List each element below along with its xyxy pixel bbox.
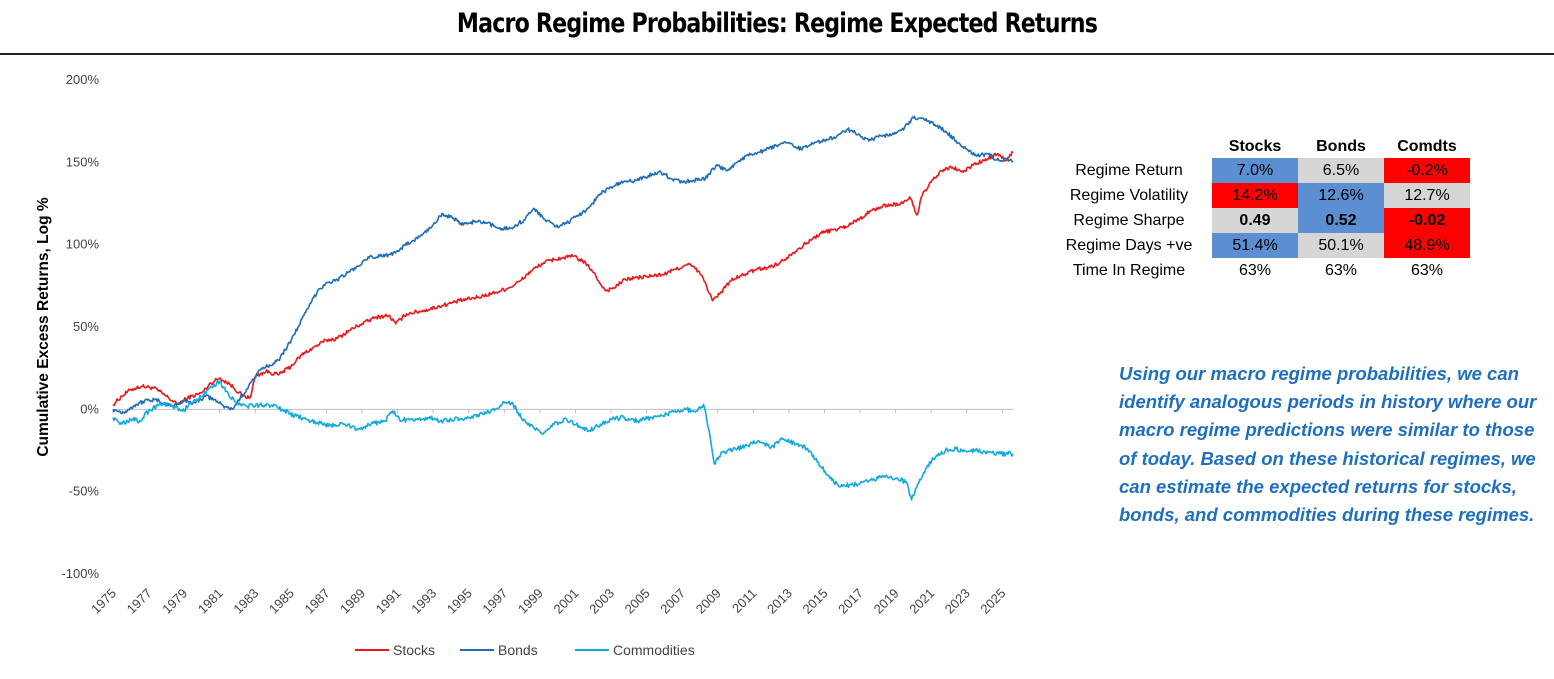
- row-label: Regime Volatility: [1069, 186, 1189, 204]
- x-tick-label: 2005: [622, 586, 653, 617]
- x-tick-label: 1977: [124, 586, 155, 617]
- y-tick-label: -50%: [69, 484, 100, 499]
- x-tick-label: 1981: [195, 586, 226, 617]
- x-tick-label: 1987: [302, 586, 333, 617]
- regime-stats-table: Stocks Bonds Comdts Regime Return 7.0% 6…: [1046, 136, 1470, 283]
- x-tick-label: 1999: [515, 586, 546, 617]
- legend-label: Stocks: [393, 642, 435, 658]
- series-line-bonds: [112, 115, 1014, 415]
- y-tick-label: 200%: [66, 72, 100, 87]
- x-tick-label: 2003: [586, 586, 617, 617]
- y-tick-label: 150%: [66, 154, 100, 169]
- x-tick-label: 2011: [729, 586, 759, 616]
- table-corner: [1046, 136, 1212, 158]
- table-cell: 7.0%: [1212, 158, 1298, 183]
- x-tick-label: 2017: [835, 586, 866, 617]
- x-tick-label: 2009: [693, 586, 724, 617]
- x-tick-label: 1997: [479, 586, 510, 617]
- x-tick-label: 2013: [764, 586, 795, 617]
- title-divider: [0, 53, 1554, 55]
- table-cell: 63%: [1298, 258, 1384, 283]
- y-axis-label: Cumulative Excess Returns, Log %: [35, 197, 52, 456]
- y-tick-label: 0%: [80, 401, 99, 416]
- table-cell: 6.5%: [1298, 158, 1384, 183]
- x-tick-label: 1991: [373, 586, 404, 617]
- table-cell: 51.4%: [1212, 233, 1298, 258]
- table-row: Time In Regime 63% 63% 63%: [1046, 258, 1470, 283]
- table-header-row: Stocks Bonds Comdts: [1046, 136, 1470, 158]
- x-tick-label: 1995: [444, 586, 475, 617]
- series-line-commodities: [112, 379, 1014, 501]
- table-row: Regime Volatility 14.2% 12.6% 12.7%: [1046, 183, 1470, 208]
- table-row: Regime Return 7.0% 6.5% -0.2%: [1046, 158, 1470, 183]
- table-cell: 0.52: [1298, 208, 1384, 233]
- table-cell: 14.2%: [1212, 183, 1298, 208]
- row-label: Regime Return: [1075, 161, 1183, 179]
- row-label: Time In Regime: [1072, 261, 1186, 279]
- x-tick-label: 2007: [657, 586, 688, 617]
- y-tick-label: 100%: [66, 237, 100, 252]
- table-cell: 63%: [1212, 258, 1298, 283]
- x-tick-label: 2021: [906, 586, 937, 617]
- table-row: Regime Days +ve 51.4% 50.1% 48.9%: [1046, 233, 1470, 258]
- x-tick-label: 2025: [977, 586, 1008, 617]
- legend-label: Bonds: [498, 642, 538, 658]
- table-cell: 63%: [1384, 258, 1470, 283]
- x-tick-label: 2019: [871, 586, 902, 617]
- table-cell: 12.6%: [1298, 183, 1384, 208]
- table-cell: 48.9%: [1384, 233, 1470, 258]
- col-header-stocks: Stocks: [1228, 138, 1282, 155]
- x-tick-label: 2023: [942, 586, 973, 617]
- chart-title: Macro Regime Probabilities: Regime Expec…: [456, 8, 1098, 39]
- table-cell: 50.1%: [1298, 233, 1384, 258]
- x-tick-label: 1993: [408, 586, 439, 617]
- x-tick-label: 1989: [337, 586, 368, 617]
- x-tick-label: 1979: [159, 586, 190, 617]
- x-tick-label: 2001: [551, 586, 582, 617]
- x-tick-label: 1975: [88, 586, 119, 617]
- y-tick-label: 50%: [73, 319, 99, 334]
- series-line-stocks: [112, 151, 1014, 407]
- line-chart: -100%-50%0%50%100%150%200%1975 1977 1979 19…: [35, 72, 1014, 658]
- x-tick-label: 2015: [800, 586, 831, 617]
- row-label: Regime Days +ve: [1065, 236, 1193, 254]
- commentary-text: Using our macro regime probabilities, we…: [1119, 363, 1537, 526]
- row-label: Regime Sharpe: [1073, 211, 1185, 229]
- table-row: Regime Sharpe 0.49 0.52 -0.02: [1046, 208, 1470, 233]
- table-cell: -0.2%: [1384, 158, 1470, 183]
- x-tick-label: 1983: [230, 586, 261, 617]
- col-header-bonds: Bonds: [1316, 138, 1366, 155]
- table-cell: 0.49: [1212, 208, 1298, 233]
- y-tick-label: -100%: [61, 566, 99, 581]
- legend-label: Commodities: [613, 642, 695, 658]
- x-tick-label: 1985: [266, 586, 297, 617]
- table-cell: -0.02: [1384, 208, 1470, 233]
- col-header-comdts: Comdts: [1397, 138, 1457, 155]
- table-cell: 12.7%: [1384, 183, 1470, 208]
